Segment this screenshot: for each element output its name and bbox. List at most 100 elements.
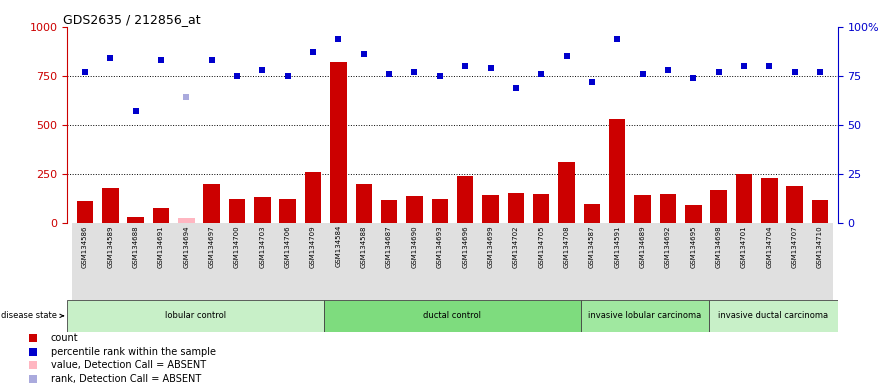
- Bar: [605, 223, 630, 300]
- Text: value, Detection Call = ABSENT: value, Detection Call = ABSENT: [50, 360, 206, 370]
- Point: [509, 84, 523, 91]
- Text: invasive ductal carcinoma: invasive ductal carcinoma: [719, 311, 829, 320]
- Bar: [224, 223, 250, 300]
- Text: GSM134710: GSM134710: [817, 225, 823, 268]
- Text: invasive lobular carcinoma: invasive lobular carcinoma: [589, 311, 702, 320]
- Bar: [406, 196, 423, 223]
- Point: [585, 79, 599, 85]
- Bar: [351, 223, 376, 300]
- Point: [103, 55, 117, 61]
- Bar: [554, 223, 579, 300]
- Point: [382, 71, 396, 77]
- Bar: [452, 223, 478, 300]
- Text: GSM134709: GSM134709: [310, 225, 316, 268]
- Bar: [432, 199, 448, 223]
- Bar: [731, 223, 756, 300]
- Point: [788, 69, 802, 75]
- Bar: [123, 223, 149, 300]
- Text: GSM134700: GSM134700: [234, 225, 240, 268]
- Bar: [77, 201, 93, 223]
- Point: [408, 69, 422, 75]
- Text: GSM134694: GSM134694: [184, 225, 189, 268]
- Bar: [102, 189, 118, 223]
- Text: GSM134586: GSM134586: [82, 225, 88, 268]
- Text: GSM134707: GSM134707: [792, 225, 797, 268]
- Bar: [178, 218, 194, 223]
- Bar: [634, 195, 650, 223]
- Text: GSM134591: GSM134591: [615, 225, 620, 268]
- Text: GSM134699: GSM134699: [487, 225, 494, 268]
- Bar: [356, 184, 372, 223]
- Text: percentile rank within the sample: percentile rank within the sample: [50, 347, 216, 357]
- Point: [559, 53, 573, 59]
- Bar: [174, 223, 199, 300]
- Text: GSM134692: GSM134692: [665, 225, 671, 268]
- Text: GDS2635 / 212856_at: GDS2635 / 212856_at: [64, 13, 201, 26]
- Bar: [73, 223, 98, 300]
- Text: GSM134589: GSM134589: [108, 225, 113, 268]
- Point: [255, 67, 270, 73]
- Text: GSM134705: GSM134705: [538, 225, 544, 268]
- Text: GSM134697: GSM134697: [209, 225, 215, 268]
- Text: ductal control: ductal control: [424, 311, 481, 320]
- Point: [154, 57, 168, 63]
- Bar: [127, 217, 144, 223]
- Bar: [149, 223, 174, 300]
- Bar: [300, 223, 326, 300]
- Bar: [250, 223, 275, 300]
- Point: [26, 349, 40, 355]
- Bar: [711, 190, 727, 223]
- Bar: [609, 119, 625, 223]
- Bar: [710, 300, 838, 332]
- Text: GSM134701: GSM134701: [741, 225, 747, 268]
- Bar: [254, 197, 271, 223]
- Bar: [529, 223, 554, 300]
- Point: [762, 63, 777, 69]
- Bar: [324, 300, 581, 332]
- Point: [332, 36, 346, 42]
- Point: [306, 49, 320, 55]
- Bar: [630, 223, 655, 300]
- Point: [179, 94, 194, 101]
- Bar: [376, 223, 401, 300]
- Point: [26, 362, 40, 368]
- Point: [483, 65, 497, 71]
- Bar: [761, 178, 778, 223]
- Text: GSM134690: GSM134690: [411, 225, 418, 268]
- Point: [737, 63, 751, 69]
- Bar: [67, 300, 324, 332]
- Text: GSM134704: GSM134704: [766, 225, 772, 268]
- Bar: [504, 223, 529, 300]
- Bar: [558, 162, 574, 223]
- Text: GSM134688: GSM134688: [133, 225, 139, 268]
- Text: GSM134687: GSM134687: [386, 225, 392, 268]
- Bar: [152, 208, 169, 223]
- Text: count: count: [50, 333, 78, 343]
- Text: GSM134691: GSM134691: [158, 225, 164, 268]
- Text: GSM134703: GSM134703: [259, 225, 265, 268]
- Bar: [427, 223, 452, 300]
- Text: GSM134708: GSM134708: [564, 225, 570, 268]
- Bar: [579, 223, 605, 300]
- Bar: [482, 195, 499, 223]
- Text: rank, Detection Call = ABSENT: rank, Detection Call = ABSENT: [50, 374, 201, 384]
- Bar: [98, 223, 123, 300]
- Text: GSM134693: GSM134693: [437, 225, 443, 268]
- Text: GSM134587: GSM134587: [589, 225, 595, 268]
- Point: [204, 57, 219, 63]
- Point: [711, 69, 726, 75]
- Bar: [736, 174, 753, 223]
- Bar: [655, 223, 681, 300]
- Bar: [331, 62, 347, 223]
- Bar: [457, 176, 473, 223]
- Point: [635, 71, 650, 77]
- Bar: [583, 204, 600, 223]
- Text: GSM134695: GSM134695: [690, 225, 696, 268]
- Point: [610, 36, 625, 42]
- Bar: [381, 200, 397, 223]
- Bar: [280, 199, 296, 223]
- Bar: [533, 194, 549, 223]
- Text: lobular control: lobular control: [165, 311, 226, 320]
- Bar: [581, 300, 710, 332]
- Bar: [787, 187, 803, 223]
